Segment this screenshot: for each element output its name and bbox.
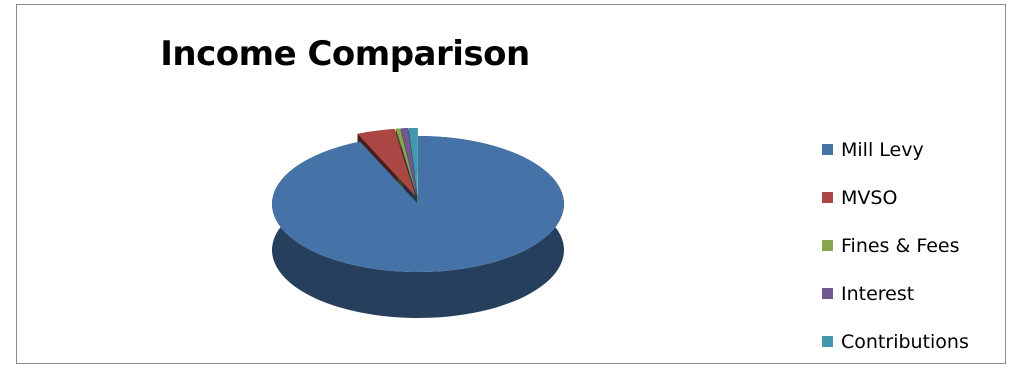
legend-label: Fines & Fees bbox=[841, 234, 960, 257]
legend-item-mvso: MVSO bbox=[822, 186, 1002, 209]
pie-tops bbox=[271, 128, 564, 272]
legend-item-interest: Interest bbox=[822, 282, 1002, 305]
legend-swatch bbox=[822, 288, 833, 299]
pie-slice-fines-fees bbox=[395, 128, 417, 197]
pie-slice-mill-levy bbox=[271, 136, 564, 272]
pie-slice-mvso bbox=[357, 129, 416, 197]
legend-label: Contributions bbox=[841, 330, 969, 353]
pie-slice-interest bbox=[400, 128, 418, 197]
legend-swatch bbox=[822, 144, 833, 155]
chart-title: Income Comparison bbox=[160, 34, 530, 74]
legend-swatch bbox=[822, 192, 833, 203]
legend: Mill Levy MVSO Fines & Fees Interest Con… bbox=[822, 138, 1002, 378]
legend-item-mill-levy: Mill Levy bbox=[822, 138, 1002, 161]
legend-item-fines-fees: Fines & Fees bbox=[822, 234, 1002, 257]
pie-slice-contributions bbox=[408, 128, 418, 197]
legend-swatch bbox=[822, 240, 833, 251]
legend-item-contributions: Contributions bbox=[822, 330, 1002, 353]
pie-chart bbox=[271, 128, 564, 318]
legend-label: Mill Levy bbox=[841, 138, 924, 161]
legend-label: MVSO bbox=[841, 186, 898, 209]
legend-swatch bbox=[822, 336, 833, 347]
legend-label: Interest bbox=[841, 282, 915, 305]
